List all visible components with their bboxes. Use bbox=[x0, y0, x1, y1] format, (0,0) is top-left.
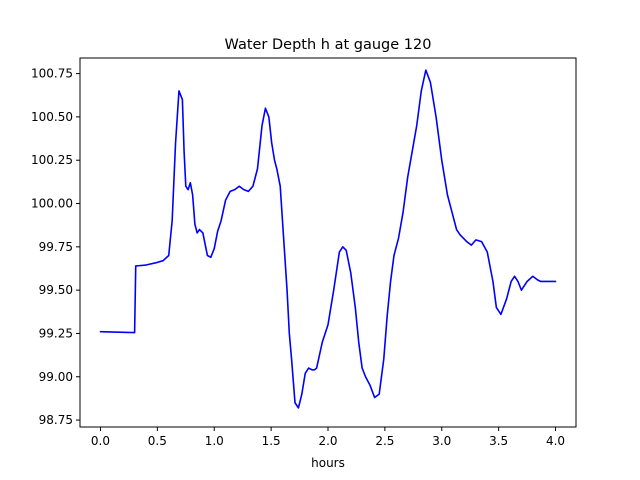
y-tick-label: 99.25 bbox=[39, 326, 73, 340]
y-tick-label: 99.75 bbox=[39, 240, 73, 254]
y-axis: 98.75 99.00 99.25 99.50 99.75 100.00 100.25 100… bbox=[31, 67, 80, 427]
x-tick-label: 1.5 bbox=[262, 434, 281, 448]
x-tick-label: 0.5 bbox=[148, 434, 167, 448]
x-tick-label: 0.0 bbox=[91, 434, 110, 448]
y-tick-label: 100.50 bbox=[31, 110, 73, 124]
y-tick-label: 98.75 bbox=[39, 413, 73, 427]
x-tick-label: 2.5 bbox=[375, 434, 394, 448]
y-tick-label: 99.00 bbox=[39, 370, 73, 384]
y-tick-label: 100.25 bbox=[31, 153, 73, 167]
y-tick-label: 100.75 bbox=[31, 67, 73, 81]
y-tick-label: 100.00 bbox=[31, 197, 73, 211]
x-tick-label: 2.0 bbox=[318, 434, 337, 448]
x-axis: 0.0 0.5 1.0 1.5 2.0 2.5 3.0 3.5 4.0 bbox=[91, 427, 565, 448]
chart-title: Water Depth h at gauge 120 bbox=[225, 37, 432, 53]
x-axis-label: hours bbox=[311, 456, 345, 470]
x-tick-label: 4.0 bbox=[546, 434, 565, 448]
x-tick-label: 3.5 bbox=[489, 434, 508, 448]
series-line-0 bbox=[99, 69, 557, 409]
x-tick-label: 3.0 bbox=[432, 434, 451, 448]
y-tick-label: 99.50 bbox=[39, 283, 73, 297]
x-tick-label: 1.0 bbox=[205, 434, 224, 448]
